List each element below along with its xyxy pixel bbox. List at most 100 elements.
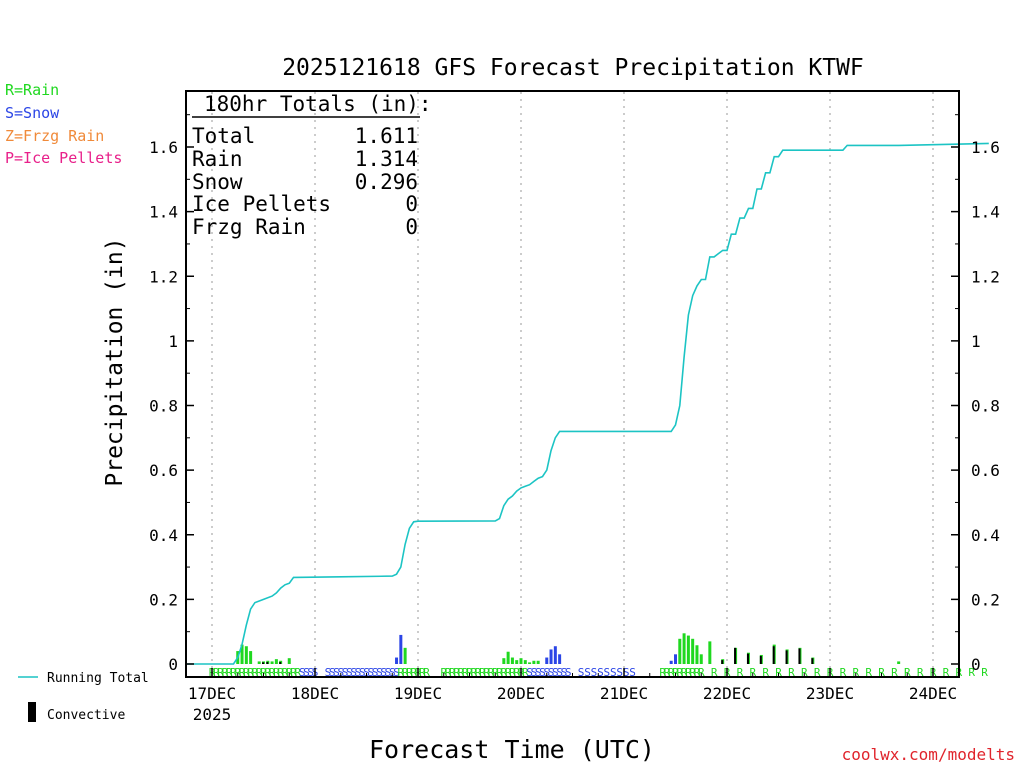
precip-type-marker: R xyxy=(398,666,405,679)
precip-bar xyxy=(257,661,261,664)
y-tick-label-right: 0 xyxy=(971,655,981,674)
legend-convective: Convective xyxy=(47,708,125,723)
totals-value: 1.611 xyxy=(355,124,418,148)
precip-bar xyxy=(682,633,686,664)
precip-bar xyxy=(399,634,403,664)
precip-type-marker: R xyxy=(423,666,430,679)
precip-type-marker: S xyxy=(380,666,387,679)
precip-bar xyxy=(287,658,291,664)
precip-type-marker: S xyxy=(355,666,362,679)
precip-type-marker: S xyxy=(552,666,559,679)
precip-bar xyxy=(274,659,278,664)
convective-bar xyxy=(266,662,269,664)
x-tick-label: 21DEC xyxy=(600,684,648,703)
precip-type-marker: R xyxy=(256,666,263,679)
precip-type-marker: R xyxy=(689,666,696,679)
grid-lines xyxy=(211,92,934,676)
precip-type-marker: R xyxy=(676,666,683,679)
x-axis: 17DEC 2025 18DEC 19DEC 20DEC 21DEC 22DEC 23DEC 2… xyxy=(185,668,960,724)
precip-type-marker: S xyxy=(389,666,396,679)
credit-link[interactable]: coolwx.com/modelts xyxy=(842,745,1015,764)
precip-bar xyxy=(708,641,712,664)
precip-type-marker: S xyxy=(584,666,591,679)
precip-bar xyxy=(506,651,510,664)
precip-type-marker: R xyxy=(213,666,220,679)
precip-type-marker: R xyxy=(470,666,477,679)
precip-type-marker: R xyxy=(419,666,426,679)
x-tick-label: 17DEC xyxy=(188,684,236,703)
legend-rain: R=Rain xyxy=(5,81,59,99)
precip-type-marker: R xyxy=(290,666,297,679)
x-tick-label: 19DEC xyxy=(394,684,442,703)
precip-bar xyxy=(897,661,901,664)
convective-bar xyxy=(734,647,737,664)
precip-type-marker: R xyxy=(968,666,975,679)
precip-bar xyxy=(523,660,527,664)
precip-type-marker: R xyxy=(501,666,508,679)
precip-type-marker: R xyxy=(445,666,452,679)
precip-type-marker: S xyxy=(565,666,572,679)
precip-type-marker: R xyxy=(878,666,885,679)
precip-type-marker: R xyxy=(483,666,490,679)
y-tick-label-right: 1.6 xyxy=(971,138,1000,157)
precip-type-marker: R xyxy=(749,666,756,679)
precip-bar xyxy=(528,662,532,664)
totals-value: 0.296 xyxy=(355,170,418,194)
totals-box: 180hr Totals (in): Total 1.611 Rain 1.31… xyxy=(192,92,432,239)
totals-header: 180hr Totals (in): xyxy=(204,92,432,116)
precip-type-marker: R xyxy=(943,666,950,679)
precip-bar xyxy=(519,658,523,664)
precip-bar xyxy=(395,657,399,664)
precip-type-marker: S xyxy=(539,666,546,679)
precip-type-marker: R xyxy=(659,666,666,679)
precip-type-marker: R xyxy=(217,666,224,679)
convective-bar xyxy=(759,655,762,664)
totals-value: 0 xyxy=(405,215,418,239)
y-tick-label-right: 0.2 xyxy=(971,590,1000,609)
precip-bars xyxy=(236,633,901,664)
plot-frame xyxy=(185,90,960,678)
precip-type-marker: S xyxy=(623,666,630,679)
y-axis-title: Precipitation (in) xyxy=(102,237,128,486)
precip-type-marker: R xyxy=(234,666,241,679)
precip-type-marker: S xyxy=(299,666,306,679)
precip-type-marker: R xyxy=(672,666,679,679)
legend-running-total: Running Total xyxy=(47,671,149,686)
convective-bar xyxy=(798,648,801,664)
x-tick-label: 18DEC xyxy=(291,684,339,703)
y-tick-label-right: 0.4 xyxy=(971,526,1000,545)
precip-bar xyxy=(240,644,244,664)
precip-type-marker: R xyxy=(475,666,482,679)
precip-bar xyxy=(549,649,553,664)
precip-type-marker: R xyxy=(681,666,688,679)
precip-type-marker: S xyxy=(385,666,392,679)
precip-type-marker: R xyxy=(402,666,409,679)
precip-bar xyxy=(674,654,677,664)
precip-type-marker: S xyxy=(333,666,340,679)
precip-type-marker: S xyxy=(359,666,366,679)
precip-type-marker: R xyxy=(801,666,808,679)
totals-value: 0 xyxy=(405,192,418,216)
precip-type-marker: S xyxy=(372,666,379,679)
y-axis-right: 0 0.2 0.4 0.6 0.8 1 1.2 1.4 1.6 xyxy=(951,114,1000,674)
precip-type-marker: R xyxy=(685,666,692,679)
precip-type-marker: R xyxy=(239,666,246,679)
precip-type-marker: R xyxy=(737,666,744,679)
precip-type-marker: R xyxy=(492,666,499,679)
x-tick-label: 23DEC xyxy=(806,684,854,703)
convective-swatch xyxy=(28,702,36,722)
precip-type-marker: R xyxy=(891,666,898,679)
x-tick-label: 24DEC xyxy=(909,684,957,703)
precip-type-marker: R xyxy=(243,666,250,679)
precip-bar xyxy=(545,657,549,664)
precip-type-marker: R xyxy=(865,666,872,679)
precip-bar xyxy=(403,647,407,664)
precip-type-marker: R xyxy=(453,666,460,679)
x-axis-title: Forecast Time (UTC) xyxy=(369,735,655,764)
precip-bar xyxy=(669,660,673,664)
precip-type-marker: S xyxy=(526,666,533,679)
precip-type-marker: S xyxy=(591,666,598,679)
x-tick-label: 22DEC xyxy=(703,684,751,703)
precip-type-marker: S xyxy=(548,666,555,679)
precip-type-marker: S xyxy=(543,666,550,679)
